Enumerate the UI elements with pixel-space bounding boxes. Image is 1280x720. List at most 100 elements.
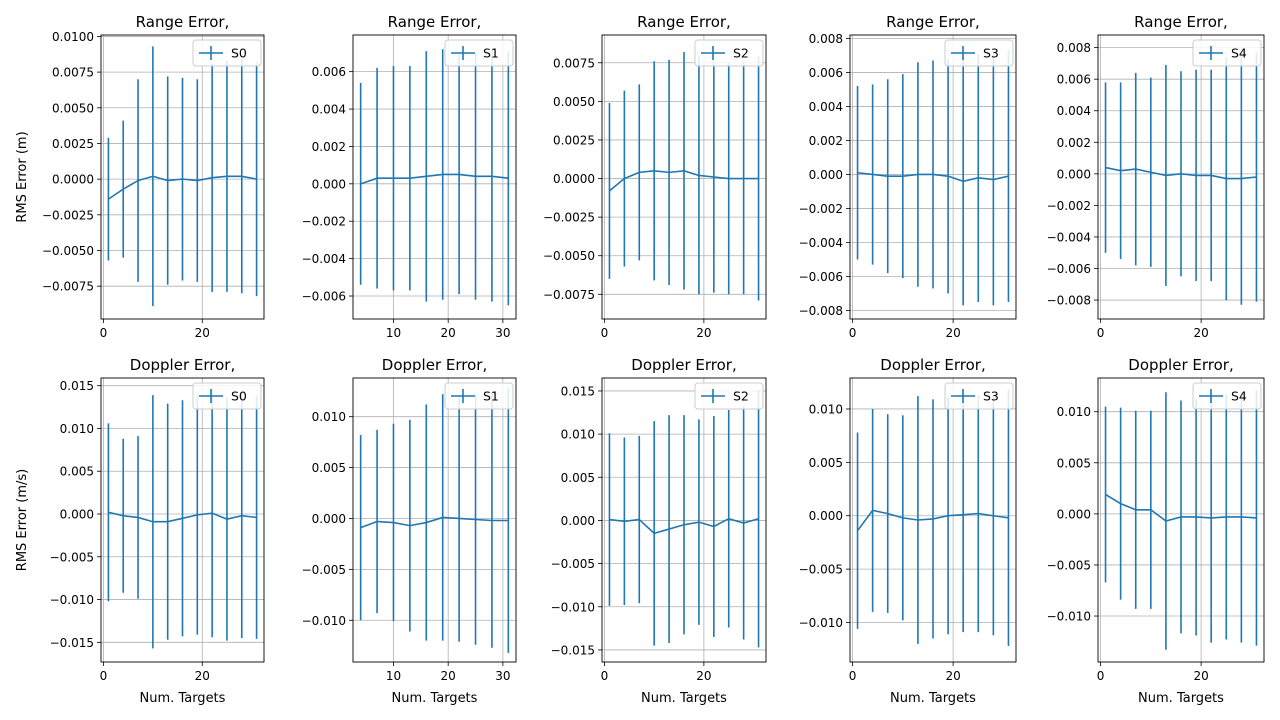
y-tick-label: 0.010 [60,422,94,436]
y-tick-label: 0.000 [809,509,843,523]
y-tick-label: 0.000 [312,177,346,191]
chart-title: Doppler Error, [382,356,487,374]
y-tick-label: −0.004 [302,252,346,266]
x-tick-label: 10 [386,669,401,683]
legend-box [944,382,1014,410]
panel-0: 0 20 −0.0075 −0.0050 −0.0025 0.0000 0.0025 0.00… [15,13,265,340]
y-tick-label: 0.0050 [52,101,94,115]
axes-frame [1097,34,1265,320]
y-tick-label: 0.000 [312,512,346,526]
y-tick-label: −0.005 [799,563,843,577]
y-tick-label: −0.015 [551,643,595,657]
y-tick-label: −0.0050 [543,249,595,263]
legend-label: S2 [733,389,749,404]
legend-label: S3 [983,389,999,404]
chart-title: Doppler Error, [880,356,985,374]
x-tick-label: 20 [945,669,960,683]
y-tick-label: 0.010 [312,410,346,424]
series-line [856,509,1009,532]
x-tick-label: 20 [696,326,711,340]
x-tick-label: 30 [495,669,510,683]
panel-5: 0 20 −0.015 −0.010 −0.005 0.000 0.005 0.010 0.01… [15,356,265,706]
y-tick-label: −0.015 [50,636,94,650]
panel-2: 0 20 −0.0075 −0.0050 −0.0025 0.0000 0.0025 0.00… [543,13,767,340]
y-tick-label: −0.004 [1047,230,1091,244]
y-tick-label: 0.005 [312,461,346,475]
axes-frame [849,377,1017,663]
y-tick-label: 0.015 [561,384,595,398]
y-tick-label: 0.005 [60,465,94,479]
y-tick-label: −0.005 [50,550,94,564]
legend-label: S0 [231,46,247,61]
legend-label: S3 [983,46,999,61]
axes-frame [1097,377,1265,663]
y-tick-label: 0.000 [60,508,94,522]
x-tick-label: 0 [601,669,609,683]
x-tick-label: 20 [441,669,456,683]
y-tick-label: 0.010 [809,402,843,416]
chart-title: Doppler Error, [631,356,736,374]
y-tick-label: 0.002 [312,140,346,154]
panel-1: 10 20 30 −0.006 −0.004 −0.002 0.000 0.002 0.004 0… [302,13,517,340]
y-tick-label: 0.0000 [553,172,595,186]
x-tick-label: 0 [849,326,857,340]
y-tick-label: 0.004 [1057,104,1091,118]
legend-label: S4 [1231,46,1247,61]
series-line [360,516,509,529]
legend-label: S1 [483,46,499,61]
panel-9: 0 20 −0.010 −0.005 0.000 0.005 0.010 Doppler Er… [1047,356,1265,706]
y-tick-label: 0.0075 [553,56,595,70]
y-tick-label: −0.006 [799,270,843,284]
y-tick-label: −0.006 [1047,262,1091,276]
y-tick-label: −0.0050 [42,244,94,258]
y-tick-label: −0.010 [551,600,595,614]
y-tick-label: −0.002 [1047,199,1091,213]
panel-4: 0 20 −0.008 −0.006 −0.004 −0.002 0.000 0.002 0.0… [1047,13,1265,340]
x-axis-label: Num. Targets [140,691,226,706]
legend-box [694,382,764,410]
x-tick-label: 0 [849,669,857,683]
y-tick-label: 0.000 [809,168,843,182]
y-tick-label: −0.002 [799,202,843,216]
y-tick-label: 0.0025 [553,133,595,147]
y-tick-label: −0.005 [1047,558,1091,572]
chart-title: Doppler Error, [130,356,235,374]
y-tick-label: 0.006 [312,65,346,79]
y-tick-label: −0.005 [302,563,346,577]
x-tick-label: 0 [601,326,609,340]
y-tick-label: −0.008 [1047,294,1091,308]
axes-frame [352,377,517,663]
panel-8: 0 20 −0.010 −0.005 0.000 0.005 0.010 Doppler Er… [799,356,1017,706]
y-tick-label: 0.005 [1057,456,1091,470]
legend-label: S2 [733,46,749,61]
chart-title: Range Error, [388,13,482,31]
y-tick-label: 0.005 [561,471,595,485]
series-line [857,171,1009,183]
y-tick-label: −0.010 [1047,610,1091,624]
series-line [107,175,257,200]
y-tick-label: 0.015 [60,379,94,393]
x-axis-label: Num. Targets [392,691,478,706]
chart-title: Range Error, [637,13,731,31]
axes-frame [100,34,265,320]
y-tick-label: 0.006 [1057,73,1091,87]
y-tick-label: −0.0075 [543,288,595,302]
legend-label: S1 [483,389,499,404]
y-tick-label: 0.002 [809,134,843,148]
axes-frame [100,377,265,663]
legend-box [1192,39,1262,67]
y-tick-label: 0.010 [561,428,595,442]
x-tick-label: 30 [495,326,510,340]
x-tick-label: 20 [945,326,960,340]
chart-title: Range Error, [136,13,230,31]
y-tick-label: 0.006 [809,66,843,80]
series-line [360,173,509,185]
y-tick-label: −0.0025 [543,211,595,225]
y-tick-label: 0.004 [312,103,346,117]
y-tick-label: −0.010 [302,614,346,628]
y-axis-label: RMS Error (m) [15,131,30,222]
y-tick-label: −0.0075 [42,280,94,294]
series-line [1105,166,1257,180]
panel-7: 0 20 −0.015 −0.010 −0.005 0.000 0.005 0.010 0.01… [551,356,767,706]
axes-frame [352,34,517,320]
